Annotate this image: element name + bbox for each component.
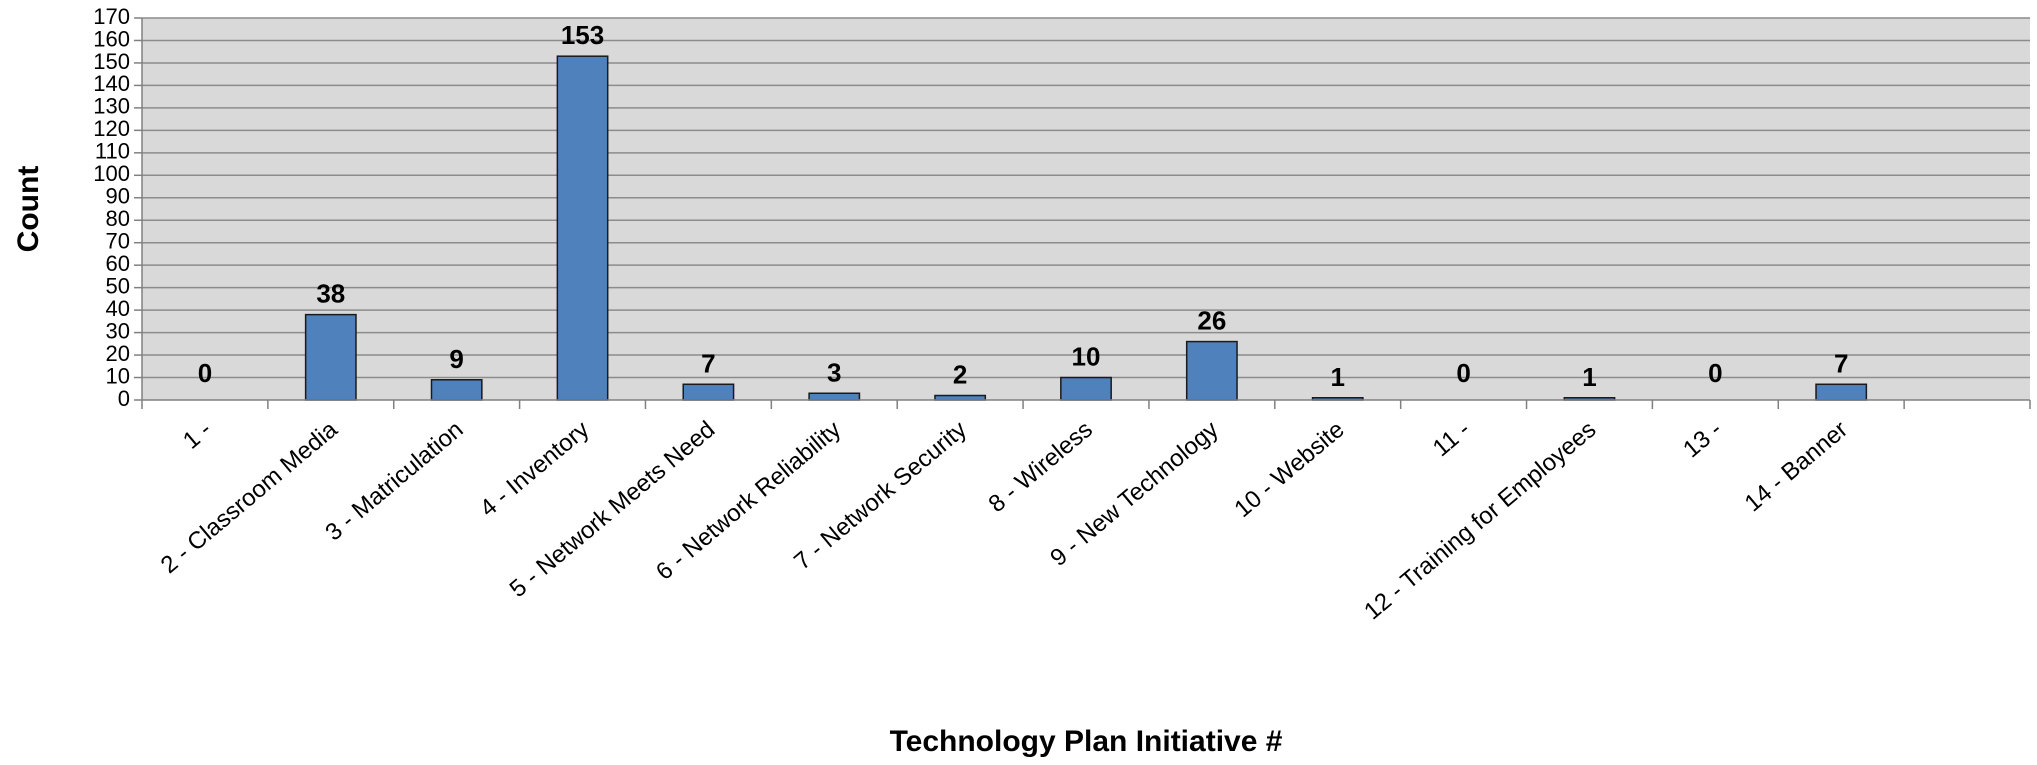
y-tick-label: 20 — [106, 341, 130, 366]
y-tick-label: 100 — [93, 161, 130, 186]
data-label: 2 — [953, 360, 967, 390]
y-tick-label: 30 — [106, 318, 130, 343]
y-tick-label: 60 — [106, 251, 130, 276]
gridlines — [142, 17, 2030, 379]
x-tick-label: 13 - — [1678, 416, 1727, 463]
plot-area — [142, 18, 2030, 400]
x-tick-label: 11 - — [1428, 416, 1476, 462]
y-tick-label: 170 — [93, 4, 130, 29]
y-tick-label: 150 — [93, 49, 130, 74]
x-tick-label: 8 - Wireless — [983, 416, 1097, 518]
bar — [682, 383, 735, 401]
data-label: 0 — [1456, 358, 1470, 388]
bar — [430, 379, 483, 401]
y-tick-label: 40 — [106, 296, 130, 321]
y-tick-label: 140 — [93, 71, 130, 96]
data-label: 38 — [316, 279, 345, 309]
y-tick-label: 80 — [106, 206, 130, 231]
y-tick-label: 50 — [106, 273, 130, 298]
x-tick-label: 1 - — [178, 416, 217, 455]
bar — [1815, 383, 1868, 401]
y-tick-label: 130 — [93, 94, 130, 119]
data-label: 26 — [1197, 306, 1226, 336]
data-label: 3 — [827, 357, 841, 387]
bar — [808, 392, 861, 401]
x-tick-label: 3 - Matriculation — [320, 416, 468, 546]
x-tick-label: 4 - Inventory — [475, 416, 595, 522]
x-tick-label: 14 - Banner — [1740, 416, 1853, 517]
data-label: 7 — [701, 348, 715, 378]
bar — [1185, 340, 1238, 401]
data-label: 10 — [1072, 342, 1101, 372]
data-label: 7 — [1834, 348, 1848, 378]
y-tick-label: 110 — [95, 139, 130, 164]
data-label: 9 — [449, 344, 463, 374]
y-axis-title: Count — [12, 166, 45, 253]
bar — [556, 55, 609, 401]
bar — [1060, 376, 1112, 401]
y-tick-label: 0 — [118, 386, 130, 411]
y-tick-label: 160 — [93, 26, 130, 51]
x-tick-label: 5 - Network Meets Need — [505, 416, 721, 603]
data-label: 1 — [1582, 362, 1596, 392]
bar — [304, 313, 357, 401]
x-tick-label: 10 - Website — [1229, 416, 1349, 523]
data-label: 0 — [198, 358, 212, 388]
y-tick-label: 70 — [106, 229, 130, 254]
axes — [141, 18, 2030, 401]
y-tick-label: 10 — [106, 363, 130, 388]
y-axis-ticks: 0102030405060708090100110120130140150160… — [93, 4, 142, 411]
data-label: 153 — [561, 20, 604, 50]
data-label: 0 — [1708, 358, 1722, 388]
y-tick-label: 90 — [106, 184, 130, 209]
x-tick-label: 12 - Training for Employees — [1359, 416, 1601, 625]
y-tick-label: 120 — [93, 116, 130, 141]
x-axis-title: Technology Plan Initiative # — [890, 725, 1283, 758]
data-label: 1 — [1330, 362, 1344, 392]
bar-series — [304, 55, 1868, 401]
